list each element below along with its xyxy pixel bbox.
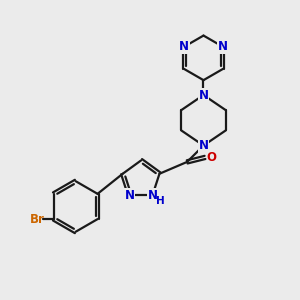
Text: N: N bbox=[199, 88, 208, 101]
Text: H: H bbox=[156, 196, 165, 206]
Text: Br: Br bbox=[30, 213, 45, 226]
Text: N: N bbox=[147, 189, 158, 202]
Text: N: N bbox=[179, 40, 189, 53]
Text: N: N bbox=[199, 139, 208, 152]
Text: N: N bbox=[218, 40, 228, 53]
Text: O: O bbox=[206, 151, 217, 164]
Text: N: N bbox=[125, 189, 135, 202]
